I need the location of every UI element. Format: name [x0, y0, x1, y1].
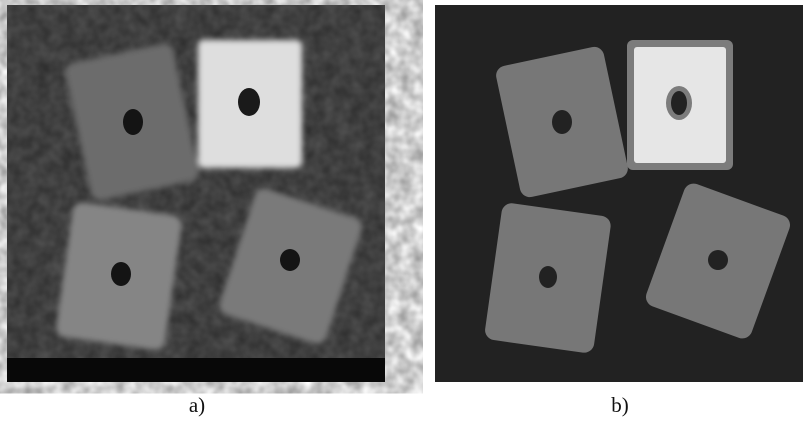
panel-a-image: [7, 5, 385, 382]
panel-caption: b): [611, 393, 629, 417]
panel-b-image: [435, 5, 803, 382]
panel-caption: a): [189, 393, 205, 417]
